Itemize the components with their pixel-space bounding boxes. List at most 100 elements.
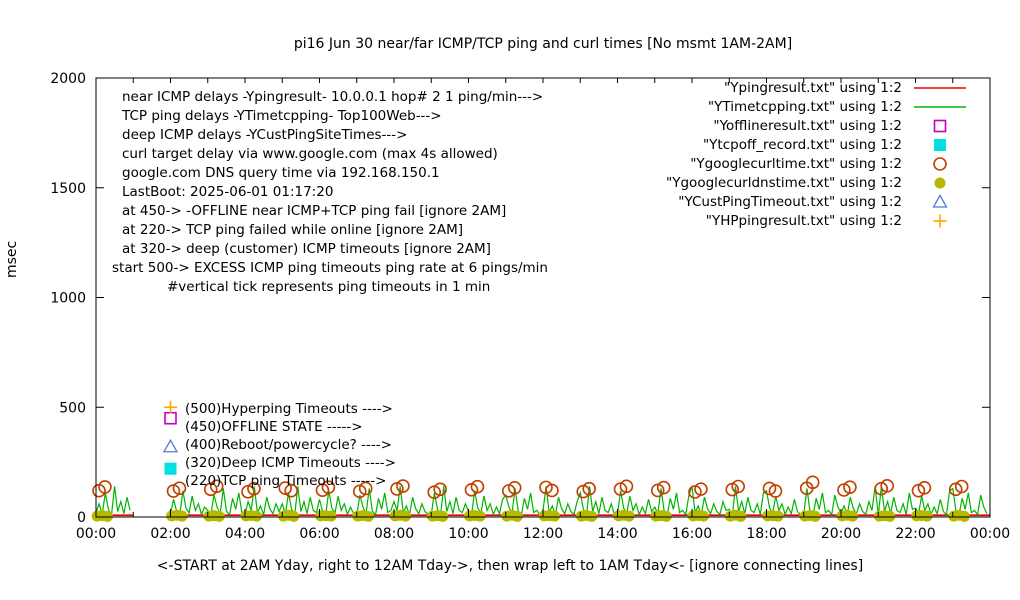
open-circle-marker: [880, 479, 894, 493]
filled-circle-marker: [362, 510, 374, 522]
legend-label: "Ytcpoff_record.txt" using 1:2: [702, 136, 902, 153]
legend-marker-icon: [933, 156, 947, 171]
series-Ytcpoff_record: [164, 462, 177, 475]
open-square-marker: [164, 411, 177, 425]
x-tick-label: 04:00: [225, 526, 265, 542]
filled-circle-marker: [958, 510, 970, 522]
filled-circle-marker: [251, 510, 263, 522]
legend-row: "Ygooglecurldnstime.txt" using 1:2: [560, 173, 972, 192]
annotation-line: #vertical tick represents ping timeouts …: [167, 279, 491, 295]
annotation-line: at 220-> TCP ping failed while online [i…: [122, 222, 464, 238]
filled-circle-marker: [400, 510, 412, 522]
legend-label: "Yofflineresult.txt" using 1:2: [713, 117, 902, 134]
filled-square-marker: [164, 462, 177, 475]
filled-circle-marker: [511, 510, 523, 522]
open-circle-marker: [954, 479, 969, 494]
filled-circle-marker: [176, 510, 188, 522]
filled-circle-marker: [288, 510, 300, 522]
legend-row: "Ypingresult.txt" using 1:2: [560, 78, 972, 97]
open-circle-marker: [917, 481, 932, 495]
open-square-marker: [933, 119, 947, 132]
filled-circle-marker: [660, 510, 672, 522]
legend-marker-icon: [934, 177, 946, 188]
open-circle-marker: [98, 480, 112, 494]
legend: "Ypingresult.txt" using 1:2 "YTimetcpping…: [560, 78, 972, 230]
y-tick-label: 2000: [50, 71, 86, 87]
open-circle-marker: [731, 479, 745, 494]
x-tick-label: 14:00: [597, 526, 637, 542]
x-axis-caption: <-START at 2AM Yday, right to 12AM Tday-…: [156, 558, 864, 574]
y-tick-label: 1500: [50, 181, 86, 197]
legend-label: "Ypingresult.txt" using 1:2: [724, 79, 902, 96]
annotation-line: google.com DNS query time via 192.168.15…: [122, 165, 440, 181]
filled-circle-marker: [698, 510, 710, 522]
legend-row: "YCustPingTimeout.txt" using 1:2: [560, 192, 972, 211]
open-circle-marker: [470, 479, 485, 494]
annotation-line: at 450-> -OFFLINE near ICMP+TCP ping fai…: [122, 203, 507, 219]
x-tick-label: 18:00: [746, 526, 786, 542]
legend-marker-icon: [933, 214, 947, 227]
open-circle-marker: [172, 481, 187, 496]
x-tick-label: 22:00: [895, 526, 935, 542]
filled-circle-marker: [549, 510, 561, 522]
open-circle-marker: [762, 481, 777, 496]
x-tick-label: 10:00: [448, 526, 488, 542]
annotation-line: curl target delay via www.google.com (ma…: [122, 146, 498, 162]
open-circle-marker: [768, 484, 783, 498]
filled-circle-marker: [623, 510, 635, 522]
mid-annotation-line: (450)OFFLINE STATE ----->: [185, 419, 363, 435]
filled-circle-marker: [772, 510, 784, 522]
legend-label: "YCustPingTimeout.txt" using 1:2: [678, 193, 902, 210]
filled-circle-marker: [884, 510, 896, 522]
x-tick-label: 00:00: [970, 526, 1010, 542]
filled-circle-marker: [474, 510, 486, 522]
legend-label: "YTimetcpping.txt" using 1:2: [707, 98, 902, 115]
open-circle-marker: [619, 479, 634, 494]
legend-row: "Ygooglecurltime.txt" using 1:2: [560, 154, 972, 173]
series-Yofflineresult: [164, 411, 177, 425]
legend-marker-icon: [932, 193, 948, 208]
x-tick-label: 16:00: [672, 526, 712, 542]
open-circle-marker: [507, 481, 522, 495]
x-tick-label: 08:00: [374, 526, 414, 542]
filled-circle-marker: [586, 510, 598, 522]
mid-annotation-line: (320)Deep ICMP Timeouts ---->: [185, 455, 396, 471]
open-triangle-marker: [932, 193, 948, 208]
open-circle-marker: [694, 482, 708, 496]
filled-circle-marker: [809, 510, 821, 522]
open-circle-marker: [843, 480, 857, 494]
open-circle-marker: [433, 482, 447, 497]
legend-row: "Ytcpoff_record.txt" using 1:2: [560, 135, 972, 154]
open-circle-marker: [656, 480, 671, 495]
annotation-line: LastBoot: 2025-06-01 01:17:20: [122, 184, 334, 200]
annotation-line: TCP ping delays -YTimetcpping- Top100Web…: [122, 108, 442, 124]
legend-label: "Ygooglecurltime.txt" using 1:2: [690, 155, 902, 172]
mid-annotation-line: (400)Reboot/powercycle? ---->: [185, 437, 392, 453]
filled-circle-marker: [325, 510, 337, 522]
open-circle-marker: [358, 481, 373, 496]
filled-circle-marker: [102, 510, 114, 522]
x-tick-label: 06:00: [299, 526, 339, 542]
legend-row: "Yofflineresult.txt" using 1:2: [560, 116, 972, 135]
open-circle-marker: [805, 475, 820, 490]
legend-marker-icon: [914, 105, 966, 108]
x-tick-label: 00:00: [76, 526, 116, 542]
open-circle-marker: [396, 479, 410, 493]
legend-marker-icon: [933, 119, 947, 132]
annotation-line: near ICMP delays -Ypingresult- 10.0.0.1 …: [122, 89, 544, 105]
open-circle-marker: [545, 483, 559, 498]
x-tick-label: 20:00: [821, 526, 861, 542]
series-Ygooglecurldnstime: [91, 509, 970, 522]
open-circle-marker: [933, 156, 947, 171]
series-YCustPingTimeout: [162, 438, 179, 453]
filled-circle-marker: [847, 510, 859, 522]
y-axis-label: msec: [4, 240, 20, 278]
legend-marker-icon: [914, 86, 966, 89]
filled-circle-marker: [437, 510, 449, 522]
y-tick-label: 0: [77, 510, 86, 526]
open-circle-marker: [209, 479, 224, 494]
filled-circle-marker: [921, 510, 933, 522]
y-tick-label: 500: [59, 400, 86, 416]
